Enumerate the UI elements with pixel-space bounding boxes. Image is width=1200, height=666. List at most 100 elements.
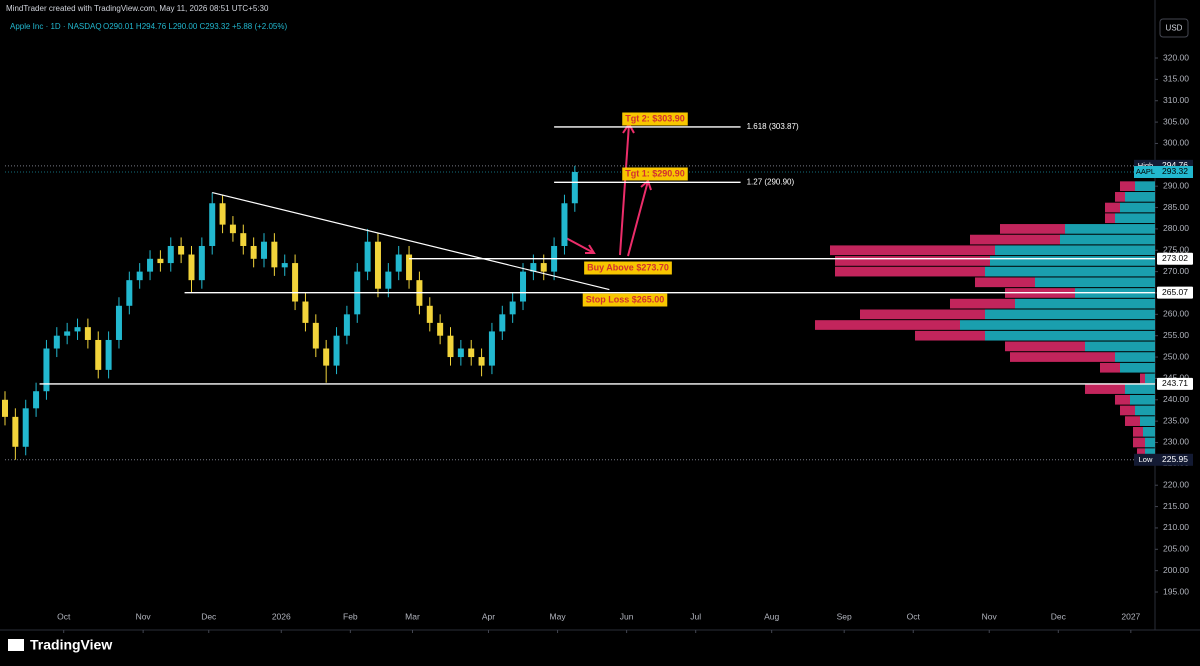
candle-body bbox=[426, 305, 433, 323]
candle-body bbox=[509, 301, 516, 315]
ohlc-text: O290.01 H294.76 L290.00 C293.32 +5.88 (+… bbox=[103, 22, 287, 31]
candle-body bbox=[395, 254, 402, 272]
profile-up bbox=[1145, 373, 1155, 384]
y-tick-label: 305.00 bbox=[1163, 116, 1189, 126]
x-tick-label: Apr bbox=[482, 611, 495, 621]
profile-up bbox=[1140, 416, 1155, 426]
axis-tag-name-box bbox=[1134, 453, 1157, 466]
axis-tag-box bbox=[1157, 453, 1193, 466]
profile-down bbox=[835, 266, 985, 277]
profile-down bbox=[950, 298, 1015, 309]
candle-body bbox=[188, 254, 195, 281]
y-tick-label: 205.00 bbox=[1163, 544, 1189, 554]
profile-down bbox=[1085, 384, 1125, 394]
candle-body bbox=[43, 348, 50, 392]
y-tick-label: 260.00 bbox=[1163, 309, 1189, 319]
x-tick-label: Mar bbox=[405, 611, 420, 621]
profile-down bbox=[975, 277, 1035, 288]
candle-body bbox=[499, 314, 506, 332]
y-tick-label: 215.00 bbox=[1163, 501, 1189, 511]
fib-label: 1.27 (290.90) bbox=[747, 177, 795, 186]
candle-body bbox=[229, 224, 236, 234]
candle-body bbox=[136, 271, 143, 281]
candle-body bbox=[240, 233, 247, 246]
x-tick-label: Jun bbox=[620, 611, 634, 621]
profile-up bbox=[990, 256, 1155, 266]
x-tick-label: Oct bbox=[57, 611, 71, 621]
candle-body bbox=[167, 245, 174, 264]
annotation: Tgt 2: $303.90 bbox=[625, 113, 685, 123]
profile-up bbox=[1135, 181, 1155, 192]
profile-up bbox=[1145, 448, 1155, 459]
candle-body bbox=[250, 245, 257, 259]
candle-body bbox=[540, 263, 547, 272]
y-tick-label: 195.00 bbox=[1163, 586, 1189, 596]
candle-body bbox=[571, 171, 578, 204]
y-tick-label: 270.00 bbox=[1163, 266, 1189, 276]
annotation-box bbox=[622, 167, 688, 181]
y-tick-label: 300.00 bbox=[1163, 138, 1189, 148]
profile-down bbox=[815, 320, 960, 330]
profile-down bbox=[1133, 437, 1145, 448]
profile-up bbox=[1143, 426, 1155, 437]
candle-body bbox=[12, 416, 19, 447]
candle-body bbox=[74, 327, 81, 332]
candle-body bbox=[209, 203, 216, 246]
profile-up bbox=[960, 320, 1155, 330]
profile-down bbox=[1115, 394, 1130, 405]
profile-up bbox=[995, 245, 1155, 256]
candle-body bbox=[561, 203, 568, 246]
profile-down bbox=[1000, 224, 1065, 234]
y-tick-label: 320.00 bbox=[1163, 52, 1189, 62]
candle-body bbox=[126, 280, 133, 306]
candle-body bbox=[2, 399, 8, 417]
y-tick-label: 230.00 bbox=[1163, 437, 1189, 447]
arrow bbox=[627, 179, 652, 257]
annotation-box bbox=[582, 293, 668, 307]
brand: TradingView bbox=[30, 637, 112, 653]
profile-up bbox=[1035, 277, 1155, 288]
x-tick-label: Feb bbox=[343, 611, 358, 621]
header: MindTrader created with TradingView.com,… bbox=[6, 4, 269, 13]
axis-tag-value: 293.32 bbox=[1162, 166, 1188, 176]
annotation-box bbox=[622, 112, 688, 126]
profile-down bbox=[860, 309, 985, 320]
annotation: Buy Above $273.70 bbox=[587, 262, 669, 272]
axis-tag-box bbox=[1157, 165, 1193, 178]
x-tick-label: Jul bbox=[690, 611, 701, 621]
profile-down bbox=[830, 245, 995, 256]
profile-down bbox=[1120, 181, 1135, 192]
logo-icon bbox=[8, 639, 24, 651]
profile-up bbox=[1120, 362, 1155, 373]
profile-up bbox=[1145, 437, 1155, 448]
candle-body bbox=[437, 322, 444, 336]
axis-tag-value: 294.76 bbox=[1162, 160, 1188, 170]
profile-up bbox=[1085, 341, 1155, 352]
candle-body bbox=[468, 348, 475, 358]
y-tick-label: 245.00 bbox=[1163, 373, 1189, 383]
y-tick-label: 310.00 bbox=[1163, 95, 1189, 105]
candle-body bbox=[520, 271, 527, 302]
y-tick-label: 280.00 bbox=[1163, 223, 1189, 233]
candle-body bbox=[385, 271, 392, 289]
level-tag-label: 273.02 bbox=[1162, 253, 1188, 263]
candle-body bbox=[115, 305, 122, 340]
candle-body bbox=[374, 241, 381, 289]
x-tick-label: 2026 bbox=[272, 611, 291, 621]
candle-body bbox=[406, 254, 413, 281]
candle-body bbox=[64, 331, 71, 336]
currency-button[interactable] bbox=[1159, 18, 1189, 38]
candle-body bbox=[84, 327, 91, 340]
y-tick-label: 240.00 bbox=[1163, 394, 1189, 404]
y-tick-label: 235.00 bbox=[1163, 415, 1189, 425]
profile-up bbox=[985, 330, 1155, 341]
profile-up bbox=[1065, 224, 1155, 234]
candle-body bbox=[333, 335, 340, 366]
profile-up bbox=[1125, 384, 1155, 394]
profile-down bbox=[970, 234, 1060, 245]
trendline bbox=[212, 192, 610, 291]
x-tick-label: Oct bbox=[907, 611, 921, 621]
profile-down bbox=[1115, 192, 1125, 202]
currency-label[interactable]: USD bbox=[1166, 24, 1183, 33]
candle-body bbox=[219, 203, 226, 225]
